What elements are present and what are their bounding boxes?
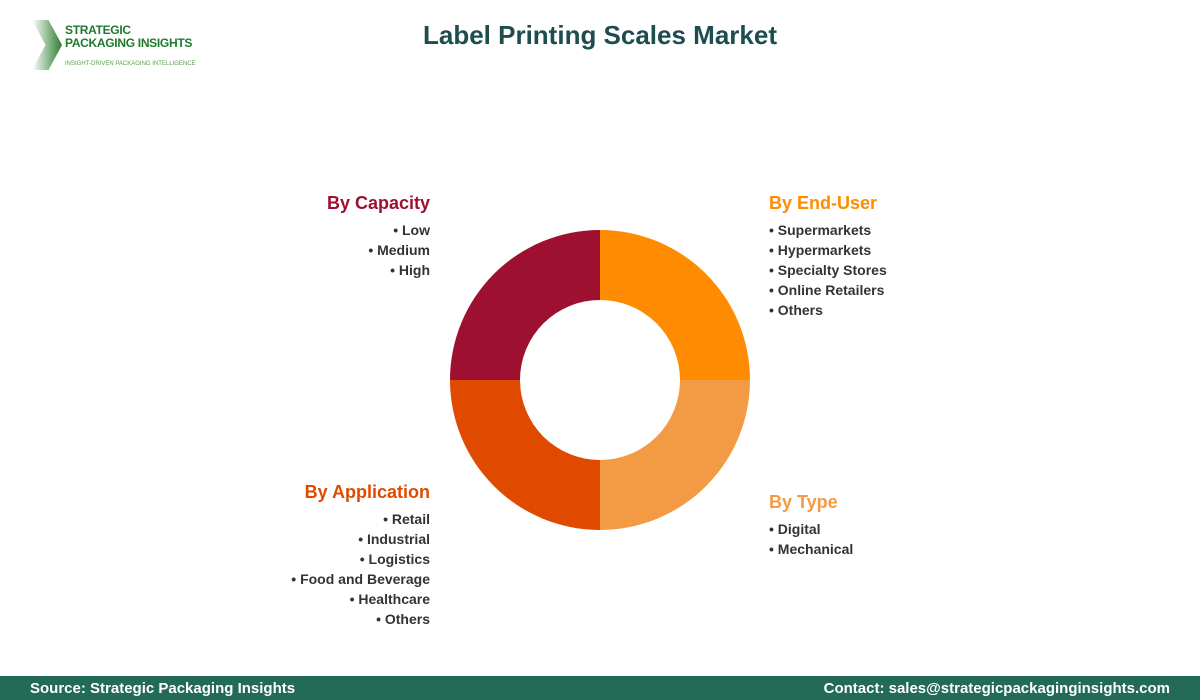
- list-item-label: Industrial: [366, 531, 430, 547]
- list-item-label: Retail: [391, 511, 430, 527]
- list-item-label: Healthcare: [358, 591, 430, 607]
- list-item: • Medium: [368, 242, 430, 258]
- list-item-label: Mechanical: [777, 541, 854, 557]
- group-title: By Capacity: [326, 193, 430, 213]
- group-type: By Type • Digital • Mechanical: [769, 492, 853, 559]
- group-title: By Application: [304, 482, 430, 502]
- logo: STRATEGIC PACKAGING INSIGHTS INSIGHT-DRIV…: [32, 18, 202, 73]
- list-item: • Specialty Stores: [769, 262, 887, 278]
- list-item: • Food and Beverage: [291, 571, 430, 587]
- list-item-label: Supermarkets: [777, 222, 872, 238]
- list-item: • Hypermarkets: [769, 242, 872, 258]
- list-item: • Industrial: [358, 531, 430, 547]
- group-title: By Type: [769, 492, 838, 512]
- list-item: • Mechanical: [769, 541, 854, 557]
- list-item: • Retail: [383, 511, 430, 527]
- donut-segment-application: [450, 380, 600, 530]
- list-item-label: Others: [384, 611, 430, 627]
- footer: Source: Strategic Packaging Insights Con…: [0, 676, 1200, 700]
- list-item-label: Digital: [777, 521, 821, 537]
- source-text: Source: Strategic Packaging Insights: [30, 679, 296, 697]
- donut-segment-capacity: [450, 230, 600, 380]
- list-item-label: Online Retailers: [777, 282, 885, 298]
- group-capacity: By Capacity • Low • Medium • High: [327, 193, 430, 280]
- list-item: • High: [390, 262, 430, 278]
- list-item-label: High: [398, 262, 430, 278]
- contact-text: Contact: sales@strategicpackaginginsight…: [823, 679, 1170, 697]
- donut-segment-end-user: [600, 230, 750, 380]
- list-item: • Others: [376, 611, 430, 627]
- list-item-label: Food and Beverage: [300, 571, 430, 587]
- donut-segment-type: [600, 380, 750, 530]
- list-item: • Others: [769, 302, 823, 318]
- list-item: • Digital: [769, 521, 821, 537]
- list-item: • Low: [393, 222, 430, 238]
- list-item-label: Others: [777, 302, 823, 318]
- list-item-label: Logistics: [368, 551, 430, 567]
- logo-tagline: INSIGHT-DRIVEN PACKAGING INTELLIGENCE: [65, 61, 196, 67]
- page-title: Label Printing Scales Market: [422, 20, 777, 50]
- list-item: • Supermarkets: [769, 222, 872, 238]
- list-item: • Logistics: [359, 551, 430, 567]
- group-title: By End-User: [769, 193, 878, 213]
- logo-text: STRATEGIC PACKAGING INSIGHTS: [65, 23, 193, 50]
- list-item: • Healthcare: [349, 591, 430, 607]
- list-item-label: Low: [402, 222, 430, 238]
- group-end-user: By End-User • Supermarkets • Hypermarkets…: [769, 193, 887, 320]
- group-application: By Application • Retail • Industrial • Log…: [291, 482, 430, 629]
- list-item-label: Medium: [377, 242, 430, 258]
- list-item-label: Hypermarkets: [777, 242, 872, 258]
- list-item-label: Specialty Stores: [777, 262, 887, 278]
- list-item: • Online Retailers: [769, 282, 885, 298]
